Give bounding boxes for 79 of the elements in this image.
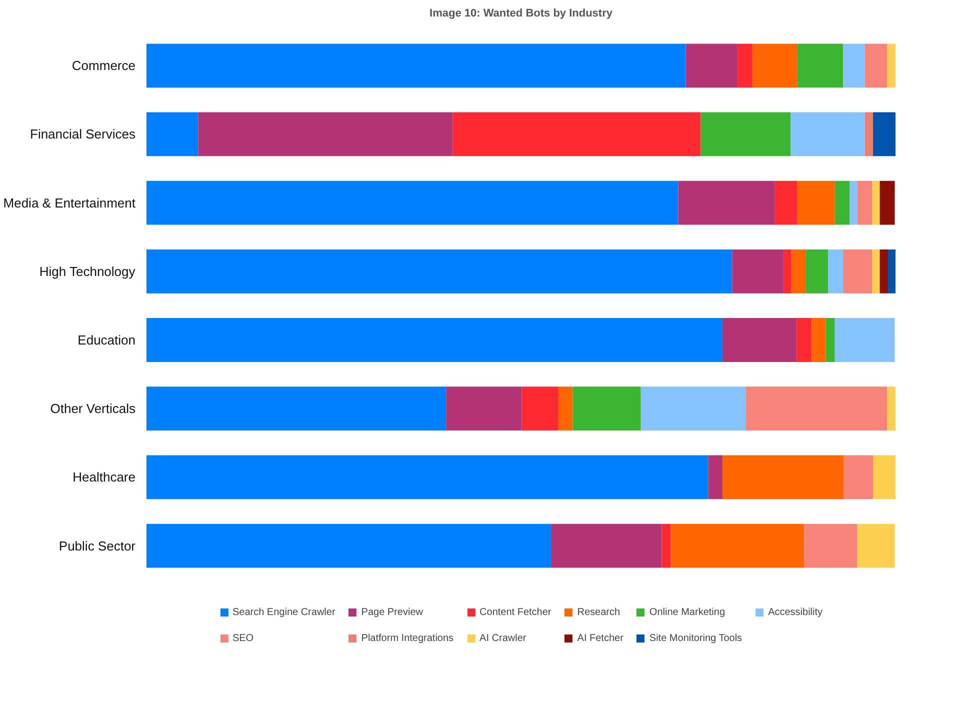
bar (872, 180, 880, 225)
y-tick-label: Financial Services (30, 126, 136, 142)
bar (888, 249, 896, 294)
bar (640, 386, 746, 431)
bar (880, 249, 888, 294)
bar (446, 386, 522, 431)
bar (146, 386, 446, 431)
bar (722, 455, 844, 500)
bar (550, 524, 662, 568)
bar (797, 180, 835, 225)
bar (796, 318, 812, 362)
bar (880, 180, 895, 225)
legend-label: Content Fetcher (480, 606, 552, 619)
bar (686, 44, 738, 88)
bar (722, 318, 797, 362)
bar (864, 44, 888, 88)
bar (812, 318, 826, 362)
legend-label: Accessibility (768, 606, 823, 619)
y-tick-label: High Technology (39, 264, 136, 279)
bar (700, 112, 791, 156)
bar (678, 180, 775, 225)
bar (850, 180, 858, 225)
bar (198, 112, 453, 156)
bar (784, 249, 792, 294)
bar (146, 455, 708, 500)
bar (670, 524, 804, 568)
bar (843, 249, 872, 294)
bar (737, 44, 752, 88)
legend-label: AI Crawler (480, 632, 526, 645)
bar (146, 524, 551, 568)
bar (857, 524, 895, 568)
bar (873, 112, 896, 156)
bar (873, 455, 896, 500)
bar (828, 249, 844, 294)
bar (826, 318, 835, 362)
bar (146, 180, 678, 225)
chart-title: Image 10: Wanted Bots by Industry (430, 8, 614, 20)
bar (146, 318, 722, 362)
bar (774, 180, 798, 225)
bar (708, 455, 722, 500)
legend-label: Search Engine Crawler (232, 606, 336, 619)
legend-label: AI Fetcher (577, 632, 624, 645)
legend-label: SEO (232, 632, 254, 645)
bar (572, 386, 641, 431)
bar (887, 386, 896, 431)
bar (806, 249, 828, 294)
bar (887, 44, 896, 88)
legend-label: Research (577, 606, 620, 619)
bar (791, 249, 806, 294)
bar (522, 386, 558, 431)
bar (872, 249, 880, 294)
bar (746, 386, 888, 431)
bar (857, 180, 872, 225)
bar (834, 180, 850, 225)
bar (844, 455, 874, 500)
y-tick-label: Healthcare (72, 470, 136, 485)
legend-label: Platform Integrations (361, 632, 454, 645)
y-tick-label: Public Sector (58, 538, 136, 554)
bar (662, 524, 671, 568)
bar (558, 386, 573, 431)
y-tick-label: Media & Entertainment (3, 195, 136, 210)
bar (804, 524, 858, 568)
bar (843, 44, 865, 88)
y-tick-label: Other Verticals (50, 401, 136, 416)
legend-label: Page Preview (361, 606, 423, 619)
bar (834, 318, 895, 362)
bar (732, 249, 784, 294)
bar (146, 112, 198, 156)
bar (146, 249, 732, 294)
bar (864, 112, 874, 156)
bar (797, 44, 844, 88)
bar (752, 44, 798, 88)
legend-label: Online Marketing (649, 606, 726, 619)
bar (452, 112, 701, 156)
legend-label: Site Monitoring Tools (649, 632, 742, 645)
y-tick-label: Commerce (72, 58, 136, 74)
bar (790, 112, 865, 156)
y-tick-label: Education (78, 332, 136, 348)
bar (146, 44, 686, 88)
